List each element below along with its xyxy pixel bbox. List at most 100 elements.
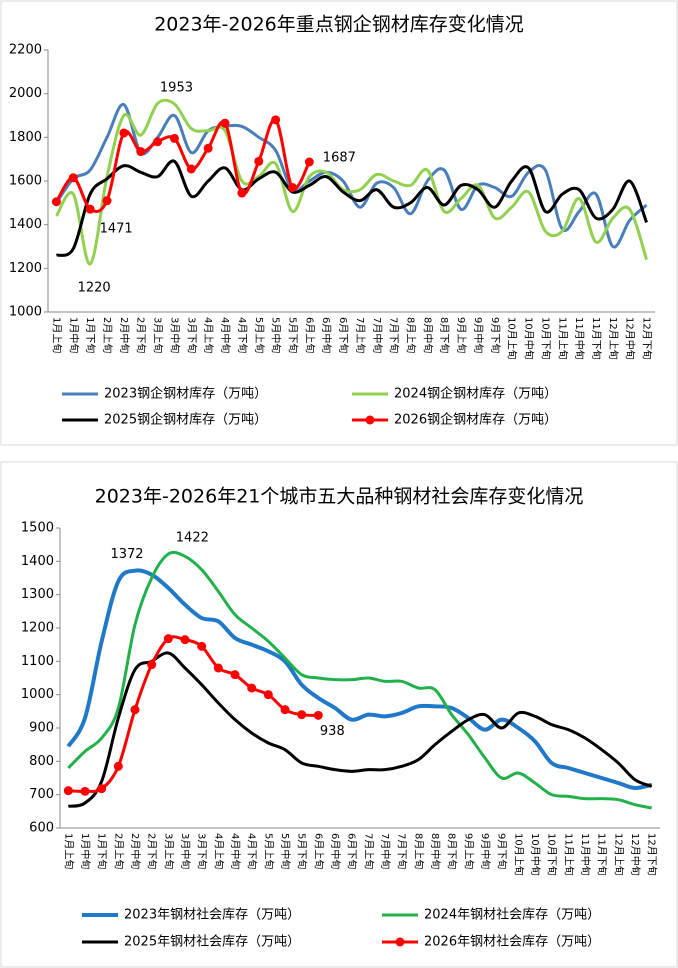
data-label: 1422 (176, 531, 209, 546)
data-label: 1471 (100, 222, 133, 237)
series-line (67, 550, 652, 810)
x-tick-label: 9月中旬 (479, 833, 492, 869)
x-tick-label: 1月下旬 (96, 833, 109, 869)
series-marker (102, 196, 112, 206)
series-marker (280, 705, 290, 715)
legend-label: 2024年钢材社会库存（万吨） (424, 907, 600, 923)
y-tick-label: 700 (29, 787, 54, 802)
series-marker (80, 786, 90, 796)
y-tick-label: 1600 (9, 174, 42, 189)
legend-label: 2026钢企钢材库存（万吨） (394, 412, 557, 428)
y-tick-label: 1000 (21, 687, 54, 702)
data-label: 938 (320, 724, 345, 739)
x-tick-label: 11月中旬 (579, 833, 592, 876)
series-marker (313, 710, 323, 720)
series-line (55, 98, 648, 266)
series-marker (254, 156, 264, 166)
legend-label: 2023年钢材社会库存（万吨） (124, 907, 300, 923)
series-marker (130, 705, 140, 715)
x-tick-label: 3月下旬 (196, 833, 209, 869)
legend-label: 2026年钢材社会库存（万吨） (424, 934, 600, 950)
series-marker (180, 635, 190, 645)
x-tick-label: 9月下旬 (496, 833, 509, 869)
x-tick-label: 4月上旬 (212, 833, 225, 869)
y-tick-label: 2200 (9, 43, 42, 58)
x-tick-label: 1月上旬 (50, 317, 63, 353)
x-tick-label: 3月中旬 (179, 833, 192, 869)
legend-label: 2024钢企钢材库存（万吨） (394, 386, 557, 402)
series-line (68, 651, 653, 808)
series-marker (230, 670, 240, 680)
series-marker (186, 164, 196, 174)
x-tick-label: 11月下旬 (596, 833, 609, 876)
x-tick-label: 8月上旬 (412, 833, 425, 869)
x-tick-label: 5月中旬 (270, 317, 283, 353)
x-tick-label: 5月中旬 (279, 833, 292, 869)
series-marker (68, 173, 78, 183)
legend-marker (365, 415, 375, 425)
x-tick-label: 12月中旬 (624, 317, 637, 360)
x-tick-label: 1月中旬 (79, 833, 92, 869)
legend-label: 2025钢企钢材库存（万吨） (104, 412, 267, 428)
x-tick-label: 4月中旬 (229, 833, 242, 869)
data-label: 1953 (160, 80, 193, 95)
x-tick-label: 1月上旬 (62, 833, 75, 869)
y-tick-label: 1200 (21, 621, 54, 636)
series-line (55, 118, 311, 213)
series-marker (169, 133, 179, 143)
series-marker (113, 761, 123, 771)
x-tick-label: 11月下旬 (590, 317, 603, 360)
x-tick-label: 7月上旬 (362, 833, 375, 869)
x-tick-label: 1月中旬 (67, 317, 80, 353)
legend-label: 2023钢企钢材库存（万吨） (104, 386, 267, 402)
x-tick-label: 6月中旬 (320, 317, 333, 353)
x-tick-label: 5月下旬 (286, 317, 299, 353)
y-tick-label: 1300 (21, 587, 54, 602)
x-tick-label: 6月下旬 (346, 833, 359, 869)
series-marker (271, 115, 281, 125)
y-tick-label: 1400 (9, 217, 42, 232)
series-marker (147, 660, 157, 670)
series-marker (119, 128, 129, 138)
x-tick-label: 2月中旬 (118, 317, 131, 353)
series-marker (297, 710, 307, 720)
chart-frame (0, 461, 678, 968)
x-tick-label: 2月上旬 (112, 833, 125, 869)
x-tick-label: 9月下旬 (489, 317, 502, 353)
x-tick-label: 7月下旬 (396, 833, 409, 869)
x-tick-label: 5月上旬 (262, 833, 275, 869)
y-tick-label: 600 (29, 821, 54, 836)
series-marker (136, 147, 146, 157)
x-tick-label: 6月下旬 (337, 317, 350, 353)
y-tick-label: 1000 (9, 305, 42, 320)
chart-title: 2023年-2026年重点钢企钢材库存变化情况 (154, 14, 524, 36)
x-tick-label: 4月下旬 (236, 317, 249, 353)
x-tick-label: 10月上旬 (506, 317, 519, 360)
series-marker (287, 183, 297, 193)
x-tick-label: 11月中旬 (573, 317, 586, 360)
x-tick-label: 6月上旬 (312, 833, 325, 869)
series-marker (304, 157, 314, 167)
x-tick-label: 7月中旬 (379, 833, 392, 869)
series-marker (63, 786, 73, 796)
x-tick-label: 8月上旬 (405, 317, 418, 353)
x-tick-label: 12月下旬 (641, 317, 654, 360)
x-tick-label: 10月下旬 (546, 833, 559, 876)
series-marker (163, 634, 173, 644)
x-tick-label: 8月中旬 (421, 317, 434, 353)
series-line (68, 635, 319, 793)
x-tick-label: 10月上旬 (512, 833, 525, 876)
y-tick-label: 800 (29, 754, 54, 769)
x-tick-label: 2月下旬 (135, 317, 148, 353)
legend-marker (395, 937, 405, 947)
x-tick-label: 8月下旬 (438, 317, 451, 353)
x-tick-label: 2月上旬 (101, 317, 114, 353)
x-tick-label: 12月上旬 (607, 317, 620, 360)
series-marker (97, 784, 107, 794)
data-label: 1220 (78, 280, 111, 295)
x-tick-label: 7月中旬 (371, 317, 384, 353)
y-tick-label: 1400 (21, 554, 54, 569)
y-tick-label: 2000 (9, 86, 42, 101)
x-tick-label: 6月中旬 (329, 833, 342, 869)
series-marker (197, 641, 207, 651)
